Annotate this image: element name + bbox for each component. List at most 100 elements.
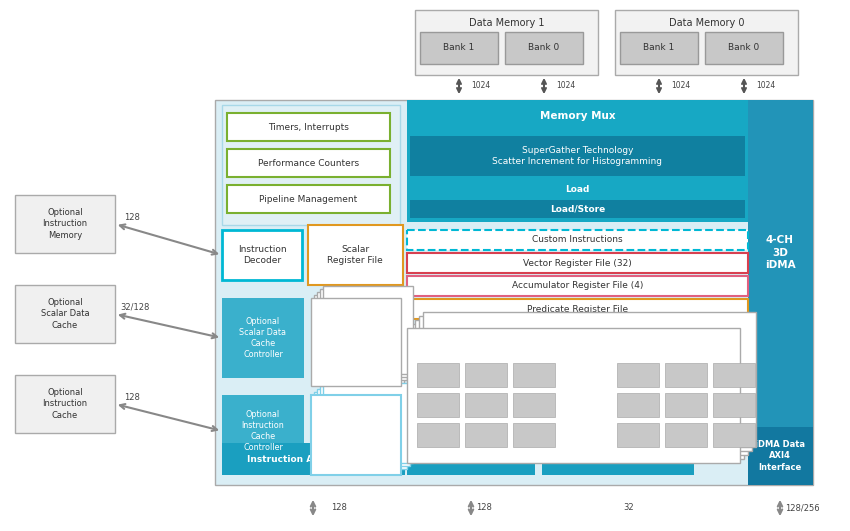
Text: iDMA Data
AXI4
Interface: iDMA Data AXI4 Interface xyxy=(755,440,805,472)
Bar xyxy=(407,328,740,463)
Bar xyxy=(420,32,498,64)
Bar xyxy=(748,100,813,485)
Bar xyxy=(415,320,748,455)
Bar xyxy=(410,200,745,218)
Text: Bank 1: Bank 1 xyxy=(444,44,474,53)
Bar xyxy=(314,295,404,383)
Bar xyxy=(222,105,400,225)
Text: Bank 1: Bank 1 xyxy=(643,44,675,53)
Bar xyxy=(465,393,507,417)
Bar xyxy=(513,423,555,447)
Text: Timers, Interrupts: Timers, Interrupts xyxy=(268,123,349,132)
Text: Optional VFPU
(FP16, FP32
and FP64): Optional VFPU (FP16, FP32 and FP64) xyxy=(326,419,386,451)
Bar xyxy=(513,393,555,417)
Bar xyxy=(617,363,659,387)
Text: Scalar
Processing
Units: Scalar Processing Units xyxy=(332,327,380,357)
Bar xyxy=(705,32,783,64)
Bar xyxy=(311,395,401,475)
Bar xyxy=(410,180,745,198)
Bar xyxy=(407,443,535,475)
Bar xyxy=(222,443,405,475)
Text: Bank 0: Bank 0 xyxy=(728,44,760,53)
Text: Performance Counters: Performance Counters xyxy=(258,158,359,167)
Text: 1024: 1024 xyxy=(556,81,575,90)
Bar xyxy=(317,292,407,380)
Bar xyxy=(222,395,304,467)
Text: Optional
Scalar Data
Cache: Optional Scalar Data Cache xyxy=(41,298,89,330)
Text: 128: 128 xyxy=(476,503,492,512)
Text: Optional
Scalar Data
Cache
Controller: Optional Scalar Data Cache Controller xyxy=(240,317,286,359)
Text: Optional
Instruction
Memory: Optional Instruction Memory xyxy=(42,208,88,239)
Text: Master APB Interface: Master APB Interface xyxy=(564,455,672,464)
Bar xyxy=(513,363,555,387)
Bar xyxy=(417,393,459,417)
Bar xyxy=(542,443,694,475)
Bar xyxy=(407,100,748,132)
Bar xyxy=(617,423,659,447)
Bar xyxy=(620,32,698,64)
Bar xyxy=(314,392,404,472)
Bar xyxy=(423,312,756,447)
Bar xyxy=(407,230,748,250)
Text: Pipeline Management: Pipeline Management xyxy=(259,194,358,203)
Text: 1024: 1024 xyxy=(471,81,490,90)
Text: Vector Processing Units: Vector Processing Units xyxy=(430,341,544,351)
Text: Scalar
Register File: Scalar Register File xyxy=(327,245,382,265)
Text: Instruction
Decoder: Instruction Decoder xyxy=(238,245,286,265)
Text: Bank 0: Bank 0 xyxy=(529,44,559,53)
Bar xyxy=(617,393,659,417)
Text: Vector Register File (32): Vector Register File (32) xyxy=(523,259,632,268)
Bar xyxy=(748,427,813,485)
Text: 1024: 1024 xyxy=(756,81,775,90)
Bar xyxy=(415,10,598,75)
Bar xyxy=(222,298,304,378)
Text: Accumulator Register File (4): Accumulator Register File (4) xyxy=(512,281,643,290)
Bar xyxy=(665,393,707,417)
Bar xyxy=(665,423,707,447)
Bar xyxy=(713,363,755,387)
Bar xyxy=(465,363,507,387)
Text: Data AXI4 Interface: Data AXI4 Interface xyxy=(421,455,521,464)
Bar xyxy=(311,298,401,386)
Bar xyxy=(465,423,507,447)
Bar xyxy=(15,375,115,433)
Text: Optional
Instruction
Cache: Optional Instruction Cache xyxy=(42,388,88,419)
Text: Memory Mux: Memory Mux xyxy=(540,111,615,121)
Bar xyxy=(410,136,745,176)
Bar xyxy=(227,113,390,141)
Text: 32/128: 32/128 xyxy=(121,303,150,312)
Bar xyxy=(419,316,752,451)
Bar xyxy=(417,363,459,387)
Text: 128: 128 xyxy=(331,503,347,512)
Bar xyxy=(222,230,302,280)
Bar xyxy=(215,100,813,485)
Text: Load: Load xyxy=(565,184,590,193)
Text: ...: ... xyxy=(581,389,593,403)
Text: Data Memory 0: Data Memory 0 xyxy=(669,18,745,28)
Bar xyxy=(227,185,390,213)
Bar xyxy=(15,285,115,343)
Text: 32: 32 xyxy=(623,503,633,512)
Bar xyxy=(15,195,115,253)
Bar xyxy=(320,289,410,377)
Text: SuperGather Technology
Scatter Increment for Histogramming: SuperGather Technology Scatter Increment… xyxy=(492,146,662,166)
Bar xyxy=(227,149,390,177)
Bar xyxy=(713,393,755,417)
Bar xyxy=(505,32,583,64)
Bar xyxy=(665,363,707,387)
Text: 128: 128 xyxy=(124,392,140,401)
Text: Load/Store: Load/Store xyxy=(550,204,605,213)
Text: Data Memory 1: Data Memory 1 xyxy=(468,18,544,28)
Bar xyxy=(323,286,413,374)
Bar xyxy=(320,386,410,466)
Bar xyxy=(417,423,459,447)
Text: 128: 128 xyxy=(124,212,140,221)
Text: Instruction AXI4 Interface: Instruction AXI4 Interface xyxy=(246,455,379,464)
Bar xyxy=(323,383,413,463)
Bar xyxy=(407,299,748,319)
Text: 128/256: 128/256 xyxy=(785,503,819,512)
Bar xyxy=(317,389,407,469)
Bar xyxy=(407,132,748,222)
Bar xyxy=(713,423,755,447)
Text: Predicate Register File: Predicate Register File xyxy=(527,304,628,313)
